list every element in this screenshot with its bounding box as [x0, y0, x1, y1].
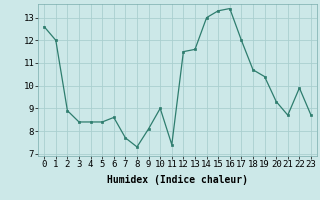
X-axis label: Humidex (Indice chaleur): Humidex (Indice chaleur) [107, 175, 248, 185]
